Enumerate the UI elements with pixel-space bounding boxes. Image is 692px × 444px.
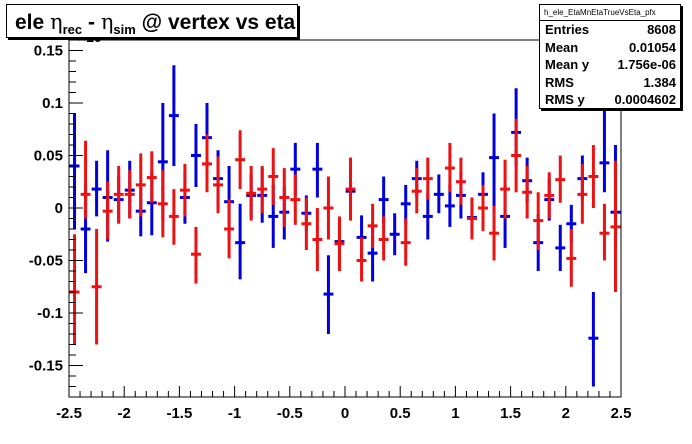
y-tick-label: 0.15 [34, 43, 63, 60]
y-tick-label: 0.1 [42, 95, 63, 112]
x-tick-label: 1 [451, 405, 459, 422]
stats-value: 0.01054 [629, 39, 676, 55]
y-tick-label: -0.05 [29, 253, 63, 270]
x-tick-label: -2 [118, 405, 131, 422]
title-rest: @ vertex vs eta [135, 11, 296, 34]
stats-value: 1.384 [643, 74, 676, 90]
data-marks [69, 65, 621, 387]
title-sub-sim: sim [113, 22, 136, 37]
stats-value: 1.756e-06 [617, 57, 676, 72]
stats-label: Entries [545, 22, 590, 37]
x-tick-label: -1 [228, 405, 241, 422]
title-dash: - [82, 11, 101, 34]
stats-row-mean: Mean 0.01054 [540, 39, 680, 57]
x-tick-label: 0.5 [390, 405, 411, 422]
plot-frame [68, 39, 622, 398]
x-axis: -2.5 -2 -1.5 -1 -0.5 0 0.5 1 1.5 2 2.5 [56, 386, 631, 422]
stats-value: 0.0004602 [614, 92, 676, 107]
stats-label: Mean [545, 39, 579, 55]
title-part-ele: ele [15, 11, 51, 34]
stats-row-entries: Entries 8608 [540, 21, 680, 39]
stats-label: Mean y [545, 57, 590, 72]
title-sub-rec: rec [62, 22, 83, 37]
y-tick-label: -0.15 [29, 358, 63, 375]
stats-histogram-name: h_ele_EtaMnEtaTrueVsEta_pfx [540, 5, 680, 21]
stats-value: 8608 [647, 22, 676, 37]
x-tick-label: 1.5 [500, 405, 521, 422]
title-eta-sim: η [100, 10, 114, 34]
x-tick-label: -2.5 [56, 405, 82, 422]
stats-label: RMS [545, 74, 574, 90]
title-eta-rec: η [50, 10, 63, 34]
y-tick-label: -0.1 [37, 305, 63, 322]
stats-label: RMS y [545, 92, 585, 107]
chart-title: ele ηrec - ηsim @ vertex vs eta [6, 4, 298, 38]
x-tick-label: 2.5 [611, 405, 632, 422]
x-tick-label: 0 [341, 405, 349, 422]
stats-row-rms-y: RMS y 0.0004602 [540, 91, 680, 109]
stats-box: h_ele_EtaMnEtaTrueVsEta_pfx Entries 8608… [539, 4, 681, 109]
stats-row-mean-y: Mean y 1.756e-06 [540, 56, 680, 74]
x-tick-label: -0.5 [277, 405, 303, 422]
x-tick-label: 2 [562, 405, 570, 422]
y-tick-label: 0 [55, 200, 63, 217]
x-tick-label: -1.5 [166, 405, 192, 422]
stats-row-rms: RMS 1.384 [540, 74, 680, 92]
series-red [69, 118, 621, 345]
y-tick-label: 0.05 [34, 148, 63, 165]
y-axis: 0.15 0.1 0.05 0 -0.05 -0.1 -0.15 [29, 39, 83, 398]
